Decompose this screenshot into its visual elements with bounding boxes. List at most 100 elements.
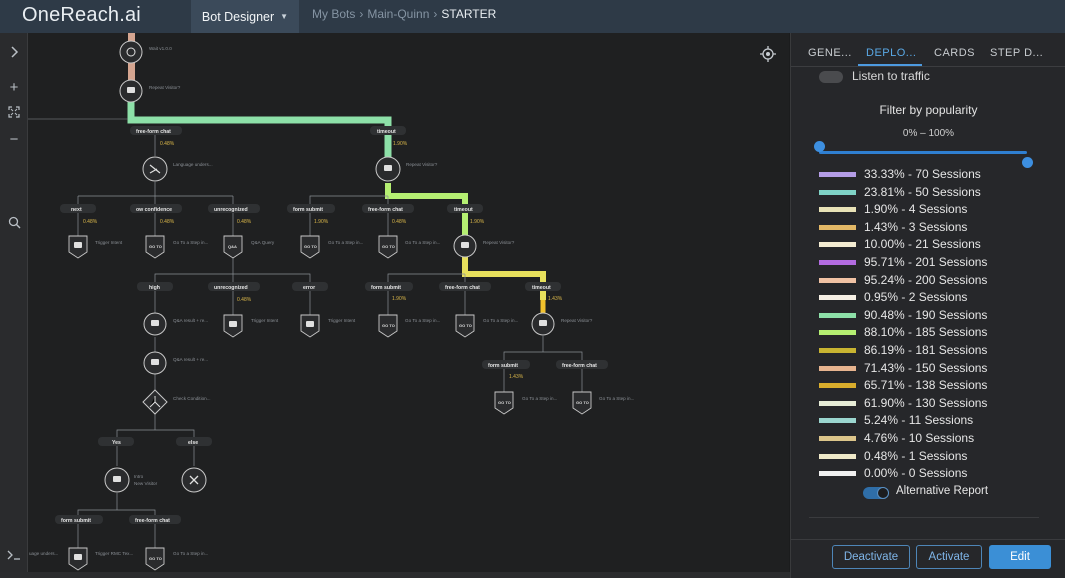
- step-label: Repeat Visitor?: [149, 85, 181, 90]
- terminal-icon[interactable]: [0, 545, 28, 567]
- node-repeat-visitor-top[interactable]: Repeat Visitor?: [119, 79, 181, 103]
- branch-label: form submit: [293, 207, 323, 213]
- step-label: Repeat Visitor?: [406, 162, 438, 167]
- activate-button[interactable]: Activate: [916, 545, 982, 569]
- chevron-right-icon[interactable]: [0, 43, 28, 65]
- legend-row: 10.00% - 21 Sessions: [819, 237, 1059, 254]
- node-trigger-intent-1[interactable]: Trigger Intent: [68, 235, 123, 259]
- panel-footer: Deactivate Activate Edit: [791, 539, 1065, 577]
- node-repeat-visitor-3[interactable]: Repeat Visitor?: [453, 234, 515, 258]
- search-icon[interactable]: [0, 214, 28, 236]
- legend-row: 65.71% - 138 Sessions: [819, 378, 1059, 395]
- legend-row: 4.76% - 10 Sessions: [819, 431, 1059, 448]
- step-label: Trigger Intent: [95, 240, 123, 245]
- legend-swatch: [819, 365, 856, 371]
- node-trigger-intent-3[interactable]: Trigger Intent: [300, 314, 356, 338]
- slider-max-handle[interactable]: [1022, 157, 1033, 168]
- branch-percent: 1.90%: [314, 219, 329, 225]
- legend-swatch: [819, 295, 856, 301]
- step-label: Q&A result + re...: [173, 318, 208, 323]
- legend-row: 5.24% - 11 Sessions: [819, 413, 1059, 430]
- edit-button[interactable]: Edit: [989, 545, 1051, 569]
- node-end[interactable]: [181, 467, 207, 493]
- breadcrumb-main-quinn[interactable]: Main-Quinn: [367, 7, 430, 21]
- tab-general[interactable]: GENE...: [808, 47, 852, 59]
- branch-percent: 1.43%: [548, 296, 563, 302]
- branch-label: form submit: [61, 518, 91, 524]
- legend-swatch: [819, 312, 856, 318]
- node-qa-result-1[interactable]: Q&A result + re...: [143, 312, 208, 336]
- node-goto-6[interactable]: GO TO Go To a Step in...: [494, 391, 557, 415]
- node-goto-2[interactable]: GO TO Go To a Step in...: [300, 235, 363, 259]
- legend-row: 95.71% - 201 Sessions: [819, 255, 1059, 272]
- locate-icon[interactable]: [760, 46, 776, 62]
- node-qa-result-2[interactable]: Q&A result + re...: [143, 351, 208, 375]
- bot-designer-tab[interactable]: Bot Designer ▼: [191, 0, 299, 33]
- step-label: Check Condition...: [173, 396, 211, 401]
- popularity-range-slider[interactable]: [814, 140, 1033, 168]
- deactivate-button[interactable]: Deactivate: [832, 545, 910, 569]
- slider-min-handle[interactable]: [814, 141, 825, 152]
- node-goto-8[interactable]: GO TO Go To a Step in...: [145, 547, 208, 571]
- legend-row: 61.90% - 130 Sessions: [819, 396, 1059, 413]
- branch-label: timeout: [377, 129, 396, 135]
- legend-swatch: [819, 260, 856, 265]
- breadcrumb-separator: ›: [433, 7, 438, 21]
- node-qa-query[interactable]: Q&A Q&A Query: [223, 235, 275, 259]
- legend-swatch: [819, 189, 856, 195]
- node-goto-3[interactable]: GO TO Go To a Step in...: [378, 235, 440, 259]
- step-label: Go To a Step in...: [522, 396, 557, 401]
- goto-badge: GO TO: [149, 556, 162, 561]
- legend-row: 33.33% - 70 Sessions: [819, 167, 1059, 184]
- node-repeat-visitor-2[interactable]: Repeat Visitor?: [375, 156, 438, 182]
- traffic-path-segment: [128, 67, 133, 91]
- top-bar: OneReach.ai Bot Designer ▼ My Bots › Main-…: [0, 0, 1065, 33]
- breadcrumb-my-bots[interactable]: My Bots: [312, 7, 356, 21]
- node-trigger-rmc[interactable]: uage unders... Trigger RMC Tex...: [29, 547, 133, 571]
- step-label: uage unders...: [29, 551, 58, 556]
- step-label: Q&A result + re...: [173, 357, 208, 362]
- legend-label: 0.95% - 2 Sessions: [864, 290, 968, 305]
- step-label: Repeat Visitor?: [561, 318, 593, 323]
- branch-label: else: [188, 440, 198, 446]
- legend-row: 86.19% - 181 Sessions: [819, 343, 1059, 360]
- panel-tabs: GENE... DEPLO... CARDS STEP D...: [791, 33, 1065, 67]
- flow-canvas[interactable]: Wait v1.0.0 Repeat Visitor? Language und…: [28, 33, 789, 573]
- node-trigger-intent-2[interactable]: Trigger Intent: [223, 314, 279, 338]
- tab-deployment[interactable]: DEPLO...: [866, 47, 917, 59]
- node-goto-4[interactable]: GO TO Go To a Step in...: [378, 314, 440, 338]
- step-label: Trigger RMC Tex...: [95, 551, 133, 556]
- breadcrumb-separator: ›: [359, 7, 364, 21]
- branch-percent: 1.90%: [392, 296, 407, 302]
- node-language-understanding[interactable]: Language unders...: [142, 156, 213, 182]
- legend-row: 0.95% - 2 Sessions: [819, 290, 1059, 307]
- legend-swatch: [819, 348, 856, 353]
- legend-swatch: [819, 471, 856, 477]
- branch-percent: 0.48%: [392, 219, 407, 225]
- node-intro[interactable]: Intro New Visitor: [104, 467, 158, 493]
- node-goto-7[interactable]: GO TO Go To a Step in...: [572, 391, 634, 415]
- legend-label: 95.24% - 200 Sessions: [864, 272, 988, 287]
- node-check-condition[interactable]: Check Condition...: [142, 389, 211, 415]
- legend-swatch: [819, 436, 856, 441]
- node-repeat-visitor-4[interactable]: Repeat Visitor?: [531, 312, 593, 336]
- step-label: Intro: [134, 474, 144, 479]
- alternative-report-toggle[interactable]: [863, 487, 889, 499]
- zoom-out-button[interactable]: −: [9, 131, 19, 148]
- tab-step-details[interactable]: STEP D...: [990, 47, 1044, 59]
- node-wait[interactable]: Wait v1.0.0: [119, 40, 172, 64]
- legend-label: 0.00% - 0 Sessions: [864, 466, 968, 481]
- listen-traffic-toggle[interactable]: [819, 71, 843, 83]
- branch-percent: 0.48%: [237, 297, 252, 303]
- step-nodes: Trigger Intent GO TO Go To a Step in... …: [29, 235, 634, 571]
- zoom-in-button[interactable]: +: [9, 79, 19, 96]
- legend-swatch: [819, 330, 856, 336]
- branch-label: free-form chat: [136, 129, 171, 135]
- fit-to-screen-icon[interactable]: [0, 103, 28, 125]
- node-goto-1[interactable]: GO TO Go To a Step in...: [145, 235, 208, 259]
- branch-label: unrecognized: [214, 207, 248, 213]
- branch-percent: 0.48%: [83, 219, 98, 225]
- tab-cards[interactable]: CARDS: [934, 47, 976, 59]
- goto-badge: GO TO: [382, 244, 395, 249]
- node-goto-5[interactable]: GO TO Go To a Step in...: [455, 314, 518, 338]
